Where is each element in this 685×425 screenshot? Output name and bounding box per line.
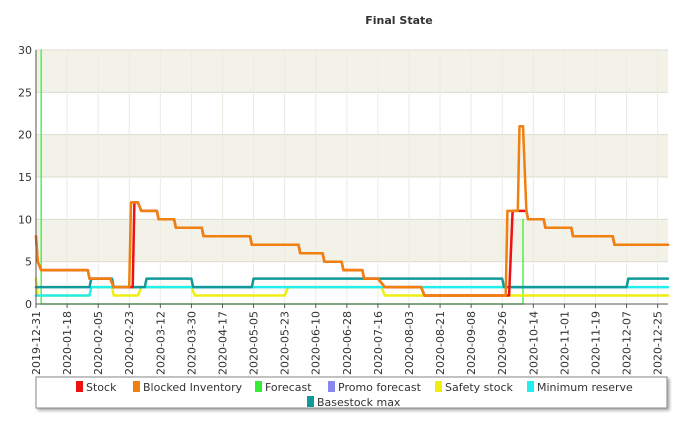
x-tick-label: 2020-01-18	[61, 311, 74, 375]
y-tick-label: 20	[18, 129, 32, 142]
legend-label: Forecast	[265, 381, 312, 394]
legend-label: Promo forecast	[338, 381, 422, 394]
grid-band	[36, 92, 668, 135]
legend-item-stock[interactable]: Stock	[76, 381, 117, 394]
legend-swatch	[307, 396, 314, 407]
x-tick-label: 2020-05-23	[279, 311, 292, 375]
x-tick-label: 2020-04-17	[216, 311, 229, 375]
legend-item-basestock-max[interactable]: Basestock max	[307, 396, 401, 409]
y-tick-label: 0	[25, 298, 32, 311]
x-tick-label: 2020-02-05	[92, 311, 105, 375]
legend-item-minimum-reserve[interactable]: Minimum reserve	[527, 381, 633, 394]
x-tick-label: 2020-09-08	[465, 311, 478, 375]
legend-label: Safety stock	[445, 381, 514, 394]
x-tick-label: 2020-09-26	[496, 311, 509, 375]
x-tick-label: 2020-03-30	[185, 311, 198, 375]
x-tick-label: 2020-02-23	[123, 311, 136, 375]
legend-item-promo-forecast[interactable]: Promo forecast	[328, 381, 422, 394]
legend-swatch	[527, 381, 534, 392]
legend-swatch	[328, 381, 335, 392]
axes	[35, 50, 668, 305]
grid-band	[36, 261, 668, 304]
x-tick-label: 2020-07-16	[372, 311, 385, 375]
x-tick-label: 2020-03-12	[154, 311, 167, 375]
series-line-minimum-reserve	[34, 285, 670, 297]
legend-label: Stock	[86, 381, 117, 394]
grid-band	[36, 219, 668, 262]
x-tick-label: 2020-08-21	[434, 311, 447, 375]
legend: Stock Blocked Inventory Forecast Promo fore…	[35, 376, 668, 409]
x-axis-ticks: 2019-12-31 2020-01-18 2020-02-05 2020-02-23…	[30, 304, 665, 375]
legend-swatch	[255, 381, 262, 392]
x-tick-label: 2020-08-03	[403, 311, 416, 375]
y-tick-label: 15	[18, 171, 32, 184]
x-tick-label: 2019-12-31	[30, 311, 43, 375]
y-tick-label: 25	[18, 86, 32, 99]
x-tick-label: 2020-06-28	[341, 311, 354, 375]
grid-band	[36, 177, 668, 220]
legend-label: Basestock max	[317, 396, 401, 409]
x-tick-label: 2020-11-01	[558, 311, 571, 375]
chart-title: Final State	[365, 14, 432, 27]
y-tick-label: 5	[25, 256, 32, 269]
legend-item-forecast[interactable]: Forecast	[255, 381, 312, 394]
x-tick-label: 2020-12-25	[652, 311, 665, 375]
x-tick-label: 2020-10-14	[527, 311, 540, 375]
series-line-blocked-inventory	[34, 124, 670, 297]
legend-swatch	[133, 381, 140, 392]
grid-band	[36, 50, 668, 93]
legend-label: Blocked Inventory	[143, 381, 243, 394]
legend-item-safety-stock[interactable]: Safety stock	[435, 381, 514, 394]
legend-item-blocked-inventory[interactable]: Blocked Inventory	[133, 381, 243, 394]
legend-label: Minimum reserve	[537, 381, 633, 394]
x-tick-label: 2020-11-19	[589, 311, 602, 375]
y-tick-label: 10	[18, 213, 32, 226]
y-tick-label: 30	[18, 44, 32, 57]
x-tick-label: 2020-05-05	[248, 311, 261, 375]
plot-background	[36, 50, 668, 304]
y-axis-ticks: 0 5 10 15 20 25 30	[18, 44, 32, 311]
legend-swatch	[435, 381, 442, 392]
x-tick-label: 2020-12-07	[621, 311, 634, 375]
legend-box	[35, 376, 668, 409]
x-tick-label: 2020-06-10	[310, 311, 323, 375]
grid-band	[36, 134, 668, 177]
legend-swatch	[76, 381, 83, 392]
